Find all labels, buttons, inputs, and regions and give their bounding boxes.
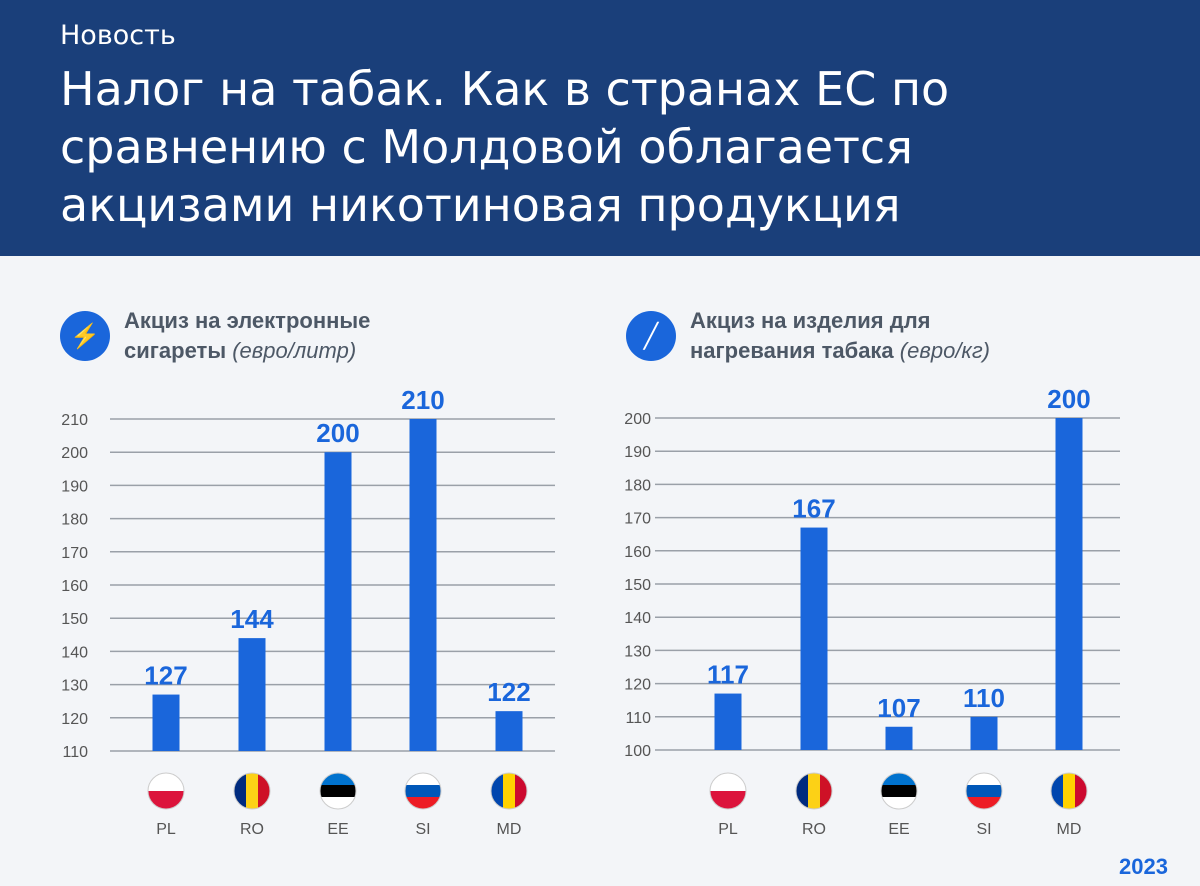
- y-tick-label: 130: [61, 678, 88, 695]
- flag-md-stripe: [1051, 773, 1063, 809]
- bar-ee: [324, 452, 352, 751]
- right-unit: (евро/кг): [899, 338, 990, 363]
- flag-ee-stripe: [320, 785, 356, 797]
- flag-ro-stripe: [258, 773, 270, 809]
- bar-pl: [152, 694, 180, 751]
- flag-ee-stripe: [320, 773, 356, 785]
- headline-band: Новость Налог на табак. Как в странах ЕС…: [0, 0, 1200, 256]
- data-label: 210: [401, 385, 444, 415]
- y-tick-label: 140: [624, 610, 651, 627]
- data-label: 200: [316, 418, 359, 448]
- right-title-line1: Акциз на изделия для: [690, 308, 931, 333]
- flag-ro-stripe: [796, 773, 808, 809]
- left-chart-header: ⚡ Акциз на электронные сигареты (евро/ли…: [60, 306, 370, 366]
- right-chart-header: ╱ Акциз на изделия для нагревания табака…: [626, 306, 990, 366]
- flag-pl-stripe: [148, 773, 184, 791]
- flag-ro-stripe: [820, 773, 832, 809]
- e-liquid-bottle-icon: ⚡: [60, 311, 110, 361]
- flag-pl-stripe: [148, 791, 184, 809]
- year-label: 2023: [1119, 854, 1168, 879]
- flag-ro-stripe: [808, 773, 820, 809]
- data-label: 110: [963, 683, 1005, 713]
- flag-ro-stripe: [234, 773, 246, 809]
- bar-md: [1055, 418, 1083, 750]
- data-label: 122: [487, 677, 530, 707]
- bar-ro: [238, 638, 266, 751]
- x-tick-label: MD: [1057, 821, 1082, 838]
- y-tick-label: 100: [624, 743, 651, 760]
- bar-si: [409, 419, 437, 751]
- left-title-line2: сигареты: [124, 338, 227, 363]
- data-label: 127: [144, 661, 187, 691]
- y-tick-label: 200: [61, 445, 88, 462]
- flag-si-stripe: [966, 773, 1002, 785]
- data-label: 144: [230, 604, 274, 634]
- chart-stage: ⚡ Акциз на электронные сигареты (евро/ли…: [0, 256, 1200, 886]
- y-tick-label: 120: [61, 711, 88, 728]
- bar-si: [970, 716, 998, 750]
- left-title-line1: Акциз на электронные: [124, 308, 371, 333]
- x-tick-label: EE: [327, 821, 348, 838]
- flag-ro-stripe: [246, 773, 258, 809]
- y-tick-label: 150: [61, 611, 88, 628]
- y-tick-label: 190: [61, 478, 88, 495]
- heated-tobacco-stick-icon: ╱: [626, 311, 676, 361]
- y-tick-label: 130: [624, 643, 651, 660]
- flag-si-stripe: [405, 797, 441, 809]
- data-label: 117: [707, 660, 749, 690]
- flag-si-stripe: [405, 773, 441, 785]
- flag-si-stripe: [966, 785, 1002, 797]
- y-tick-label: 160: [61, 578, 88, 595]
- bar-ee: [885, 726, 913, 750]
- y-tick-label: 120: [624, 677, 651, 694]
- bar-charts: 110 120 130 140 150 160 170 180 190 200 210 127 PL 14…: [61, 384, 1120, 838]
- y-tick-label: 170: [61, 545, 88, 562]
- x-tick-label: SI: [415, 821, 430, 838]
- flag-md-stripe: [1075, 773, 1087, 809]
- x-tick-label: EE: [888, 821, 909, 838]
- flag-ee-stripe: [881, 797, 917, 809]
- data-label: 200: [1047, 384, 1090, 414]
- x-tick-label: RO: [240, 821, 264, 838]
- flag-si-stripe: [405, 785, 441, 797]
- y-tick-label: 110: [62, 744, 88, 761]
- y-tick-label: 180: [624, 477, 651, 494]
- x-tick-label: SI: [976, 821, 991, 838]
- y-tick-label: 140: [61, 644, 88, 661]
- x-tick-label: PL: [156, 821, 176, 838]
- flag-md-stripe: [515, 773, 527, 809]
- flag-ee-stripe: [881, 773, 917, 785]
- flag-ee-stripe: [881, 785, 917, 797]
- flag-md-stripe: [503, 773, 515, 809]
- y-tick-label: 160: [624, 544, 651, 561]
- x-tick-label: PL: [718, 821, 738, 838]
- x-tick-label: MD: [497, 821, 522, 838]
- y-tick-label: 190: [624, 444, 651, 461]
- left-unit: (евро/литр): [232, 338, 357, 363]
- flag-pl-stripe: [710, 773, 746, 791]
- y-tick-label: 150: [624, 577, 651, 594]
- bar-ro: [800, 527, 828, 750]
- y-tick-label: 110: [625, 710, 651, 727]
- data-label: 167: [792, 494, 835, 524]
- flag-md-stripe: [1063, 773, 1075, 809]
- bar-pl: [714, 693, 742, 750]
- y-tick-label: 170: [624, 511, 651, 528]
- right-chart-title: Акциз на изделия для нагревания табака (…: [690, 306, 990, 366]
- y-tick-label: 210: [61, 412, 88, 429]
- flag-md-stripe: [491, 773, 503, 809]
- news-tag[interactable]: Новость: [60, 20, 176, 51]
- flag-pl-stripe: [710, 791, 746, 809]
- flag-ee-stripe: [320, 797, 356, 809]
- bar-md: [495, 711, 523, 751]
- headline-overlay[interactable]: Налог на табак. Как в странах ЕС по срав…: [60, 62, 950, 232]
- x-tick-label: RO: [802, 821, 826, 838]
- flag-si-stripe: [966, 797, 1002, 809]
- y-tick-label: 200: [624, 411, 651, 428]
- right-title-line2: нагревания табака: [690, 338, 894, 363]
- left-chart-title: Акциз на электронные сигареты (евро/литр…: [124, 306, 370, 366]
- y-tick-label: 180: [61, 512, 88, 529]
- data-label: 107: [877, 693, 920, 723]
